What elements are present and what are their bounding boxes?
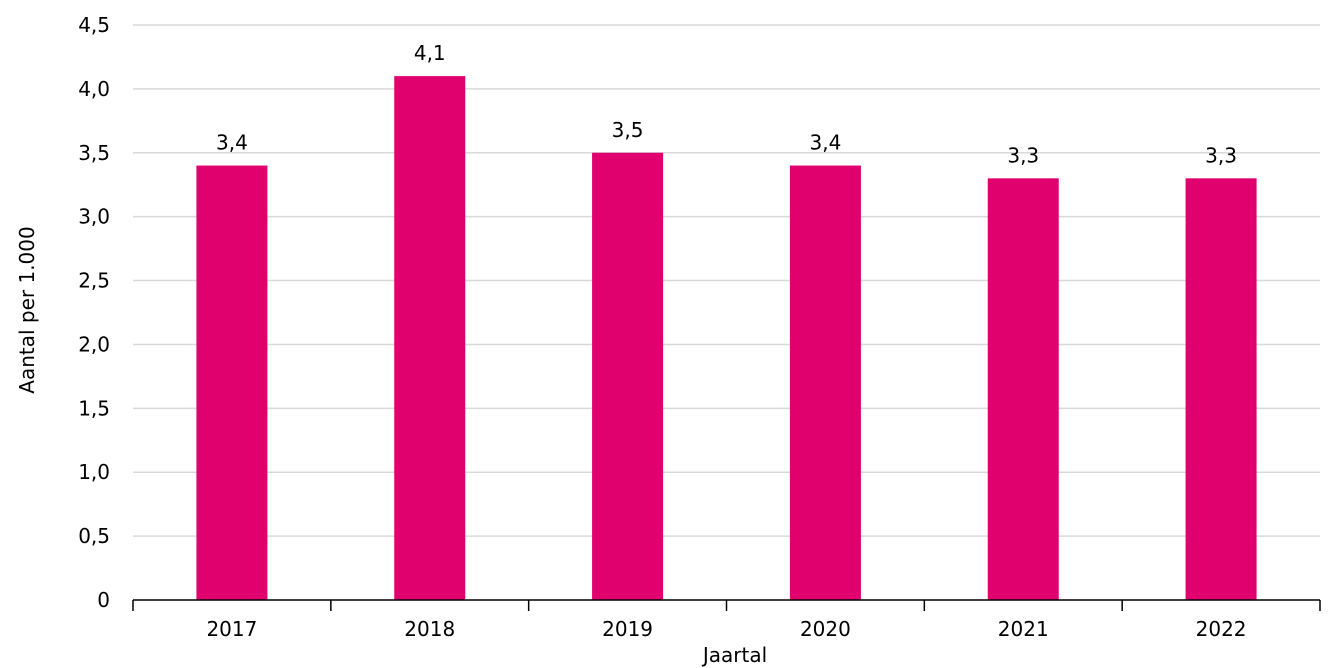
y-tick-label: 2,0 <box>78 332 110 356</box>
y-tick-label: 1,0 <box>78 460 110 484</box>
gridlines <box>133 24 1320 537</box>
x-tick-label: 2022 <box>1196 617 1247 641</box>
bar <box>987 178 1059 601</box>
labels: 0 0,5 1,0 1,5 2,0 2,5 3,0 3,5 4,0 4,5 3,4 2017 4,1 20… <box>78 13 1246 641</box>
bar <box>789 165 861 601</box>
y-axis-title: Aantal per 1.000 <box>15 226 39 393</box>
y-tick-label: 4,5 <box>78 13 110 37</box>
y-tick-label: 3,5 <box>78 141 110 165</box>
bar-value-label: 3,4 <box>810 131 842 155</box>
bar-value-label: 3,5 <box>612 118 644 142</box>
axes <box>132 599 1321 611</box>
bars <box>196 76 1257 601</box>
y-tick-label: 4,0 <box>78 77 110 101</box>
bar-value-label: 3,3 <box>1205 143 1237 167</box>
x-tick-label: 2021 <box>998 617 1049 641</box>
x-tick-label: 2019 <box>602 617 653 641</box>
y-tick-label: 0 <box>97 588 110 612</box>
bar <box>394 76 466 601</box>
x-tick-label: 2017 <box>206 617 257 641</box>
bar <box>592 152 664 600</box>
y-tick-label: 3,0 <box>78 205 110 229</box>
bar <box>1185 178 1257 601</box>
x-axis-title: Jaartal <box>701 643 767 667</box>
bar-value-label: 4,1 <box>414 41 446 65</box>
y-tick-label: 1,5 <box>78 396 110 420</box>
bar <box>196 165 268 601</box>
bar-value-label: 3,4 <box>216 131 248 155</box>
bar-value-label: 3,3 <box>1007 143 1039 167</box>
y-tick-label: 2,5 <box>78 269 110 293</box>
y-tick-label: 0,5 <box>78 524 110 548</box>
x-tick-label: 2020 <box>800 617 851 641</box>
x-tick-label: 2018 <box>404 617 455 641</box>
